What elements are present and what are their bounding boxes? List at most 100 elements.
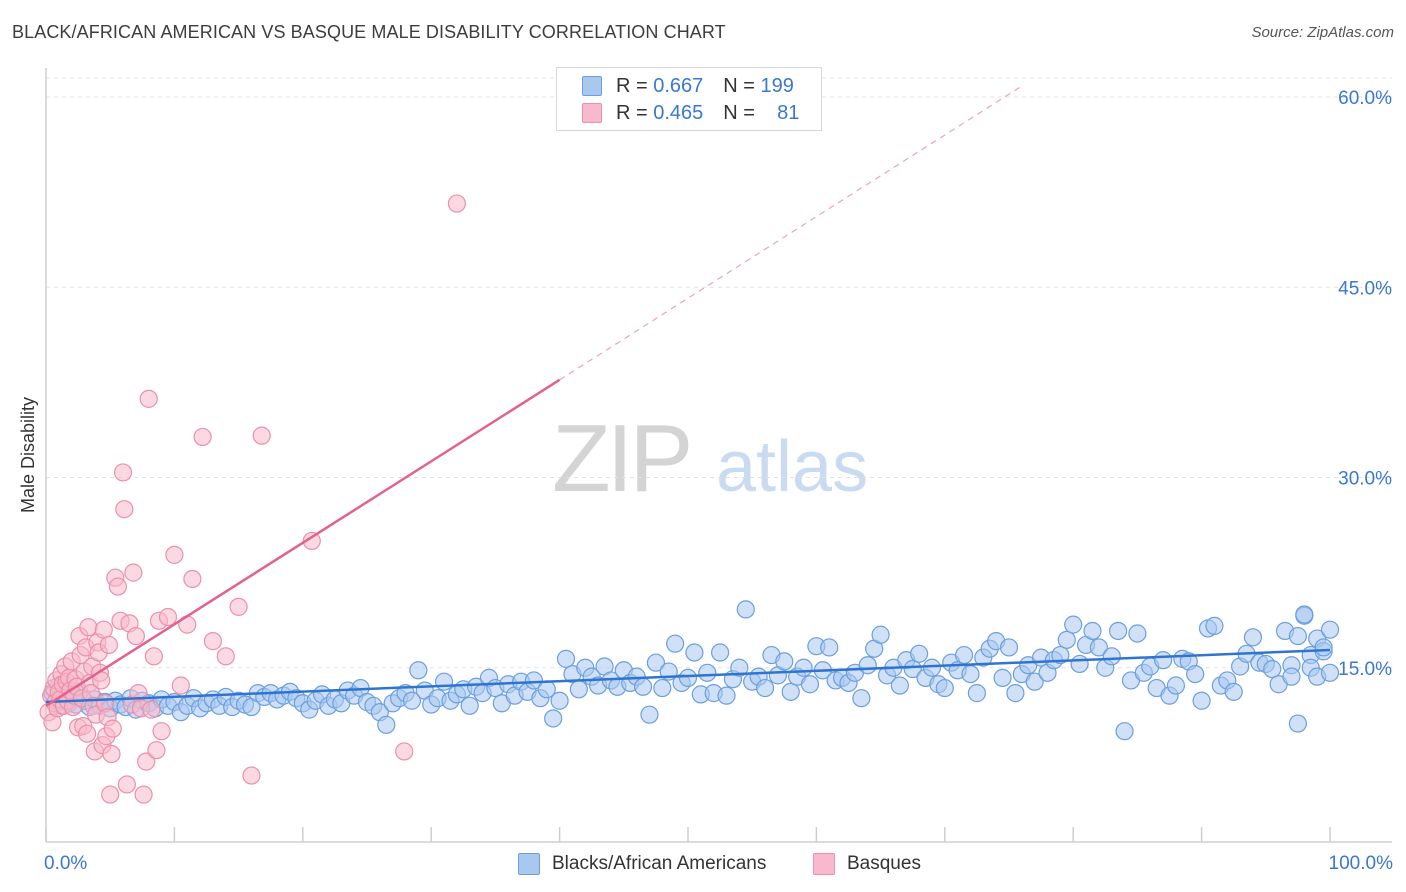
data-point-blacks — [402, 691, 422, 710]
trend-line-basques-extension — [559, 86, 1021, 381]
data-point-blacks — [775, 652, 794, 671]
data-point-basques — [229, 597, 248, 616]
legend-r-label: R = — [616, 101, 648, 124]
data-point-blacks — [871, 625, 890, 644]
bottom-legend-blacks: Blacks/African Americans — [518, 852, 766, 876]
data-point-basques — [447, 194, 466, 213]
data-point-basques — [183, 569, 202, 589]
y-tick-label: 30.0% — [1338, 469, 1392, 490]
data-point-blacks — [1320, 620, 1340, 639]
data-point-blacks — [820, 638, 839, 657]
y-axis-label: Male Disability — [18, 397, 38, 513]
data-point-basques — [242, 766, 261, 785]
data-point-blacks — [1243, 628, 1263, 647]
data-point-basques — [137, 752, 156, 771]
data-point-basques — [142, 700, 161, 719]
data-point-blacks — [954, 645, 974, 665]
legend-n-label: N = — [723, 74, 755, 97]
chart-title: BLACK/AFRICAN AMERICAN VS BASQUE MALE DI… — [12, 22, 726, 42]
data-point-blacks — [678, 668, 698, 687]
data-point-basques — [77, 724, 97, 743]
data-point-blacks — [1083, 621, 1102, 641]
data-point-basques — [395, 742, 414, 761]
legend-row-basques: R = 0.465 N = 81 — [582, 100, 799, 126]
y-tick-label: 60.0% — [1338, 88, 1392, 109]
data-point-basques — [102, 744, 121, 764]
y-tick-label: 45.0% — [1338, 278, 1392, 299]
data-point-blacks — [1288, 626, 1308, 646]
data-point-blacks — [1288, 714, 1308, 733]
data-point-blacks — [1205, 616, 1224, 635]
data-point-basques — [115, 500, 134, 519]
data-point-blacks — [993, 668, 1012, 687]
data-point-blacks — [698, 663, 717, 682]
data-point-blacks — [890, 676, 909, 695]
data-point-blacks — [640, 705, 659, 724]
data-point-blacks — [1051, 645, 1070, 665]
trend-line-basques — [45, 378, 561, 707]
data-point-basques — [108, 577, 128, 596]
legend-row-blacks: R = 0.667 N = 199 — [582, 73, 794, 99]
data-point-blacks — [460, 696, 479, 715]
data-point-basques — [113, 463, 133, 482]
data-point-blacks — [999, 638, 1019, 657]
data-point-blacks — [646, 653, 666, 672]
data-point-blacks — [556, 649, 576, 668]
data-point-blacks — [1282, 667, 1301, 686]
data-point-blacks — [717, 686, 736, 705]
data-point-basques — [165, 545, 184, 564]
data-point-blacks — [1166, 676, 1186, 695]
x-tick-label: 100.0% — [1329, 853, 1394, 874]
data-point-basques — [101, 785, 120, 804]
series-basques-points — [39, 194, 466, 804]
data-point-blacks — [800, 675, 820, 694]
data-point-basques — [203, 632, 223, 651]
data-point-blacks — [1186, 664, 1205, 684]
data-point-blacks — [1064, 615, 1083, 634]
data-point-blacks — [1263, 659, 1282, 679]
data-point-blacks — [666, 634, 685, 653]
data-point-basques — [302, 531, 321, 551]
data-point-blacks — [1070, 654, 1089, 674]
data-point-blacks — [755, 678, 775, 698]
bottom-legend-basques: Basques — [813, 852, 921, 876]
data-point-basques — [147, 741, 166, 760]
data-point-blacks — [961, 664, 980, 684]
series-blacks-points — [43, 600, 1340, 741]
data-point-basques — [134, 785, 153, 804]
legend-swatch-pink — [582, 103, 602, 123]
data-point-blacks — [550, 691, 569, 710]
data-point-basques — [126, 626, 145, 646]
data-point-basques — [144, 647, 163, 666]
data-point-blacks — [1128, 624, 1147, 643]
bottom-legend-label-blacks: Blacks/African Americans — [552, 853, 767, 874]
data-point-blacks — [1102, 647, 1121, 666]
data-point-blacks — [1089, 638, 1108, 657]
bottom-legend-swatch-pink — [813, 853, 835, 875]
data-point-basques — [124, 563, 143, 582]
watermark-zip: ZIP — [552, 405, 689, 512]
data-point-basques — [193, 427, 212, 447]
data-point-blacks — [1153, 651, 1173, 670]
legend-r-label: R = — [616, 74, 648, 97]
data-point-basques — [171, 676, 190, 695]
y-tick-label: 15.0% — [1338, 659, 1392, 680]
trend-line-blacks — [45, 648, 1331, 704]
data-point-blacks — [524, 671, 544, 690]
data-point-blacks — [569, 680, 588, 699]
data-point-blacks — [736, 600, 755, 619]
data-point-blacks — [794, 658, 813, 677]
data-point-blacks — [1314, 638, 1333, 657]
data-point-basques — [139, 389, 158, 408]
data-point-blacks — [1224, 682, 1243, 701]
data-point-basques — [158, 607, 178, 627]
data-point-blacks — [903, 659, 922, 679]
data-point-blacks — [1057, 630, 1076, 649]
source-label: Source: ZipAtlas.com — [1251, 24, 1394, 41]
legend-r-value: 0.667 — [653, 74, 704, 97]
bottom-legend-swatch-blue — [518, 853, 540, 875]
data-point-blacks — [1115, 722, 1134, 741]
tick-labels: 15.0% 30.0% 45.0% 60.0% 0.0% 100.0% — [44, 88, 1393, 874]
legend-r-value: 0.465 — [653, 101, 704, 124]
